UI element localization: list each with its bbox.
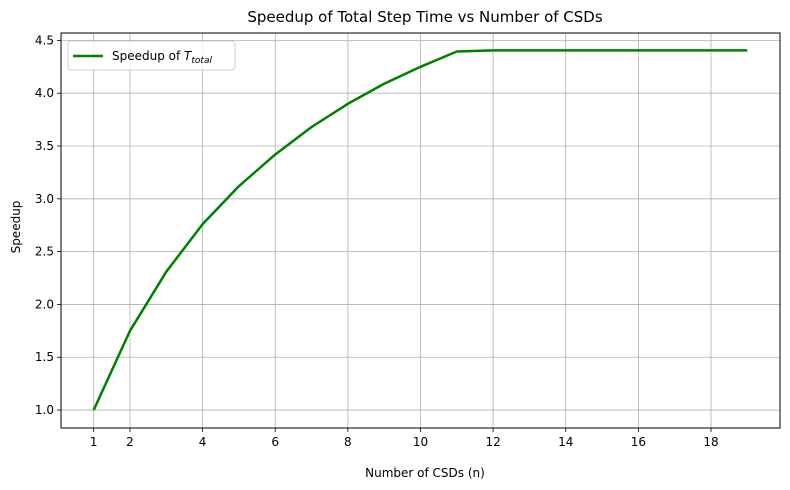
y-tick-label: 3.5 bbox=[35, 139, 54, 153]
legend-label-math-base: T bbox=[184, 49, 193, 63]
x-tick-label: 10 bbox=[413, 435, 428, 449]
x-tick-label: 8 bbox=[344, 435, 352, 449]
y-tick-label: 1.5 bbox=[35, 350, 54, 364]
x-tick-label: 18 bbox=[703, 435, 718, 449]
y-tick-label: 2.5 bbox=[35, 245, 54, 259]
y-axis: 1.0 1.5 2.0 2.5 3.0 3.5 4.0 4.5 bbox=[35, 33, 61, 417]
x-tick-label: 14 bbox=[558, 435, 573, 449]
x-tick-label: 16 bbox=[631, 435, 646, 449]
y-tick-label: 4.5 bbox=[35, 33, 54, 47]
legend: Speedup of Ttotal bbox=[67, 40, 236, 71]
legend-label-text: Speedup of bbox=[112, 49, 184, 63]
y-tick-label: 2.0 bbox=[35, 297, 54, 311]
x-tick-label: 4 bbox=[199, 435, 207, 449]
series-line bbox=[92, 49, 748, 411]
series-layer bbox=[92, 49, 748, 411]
legend-label: Speedup of Ttotal bbox=[112, 49, 212, 66]
y-axis-label: Speedup bbox=[9, 201, 23, 254]
chart-title: Speedup of Total Step Time vs Number of … bbox=[247, 8, 602, 26]
x-axis-label: Number of CSDs (n) bbox=[365, 466, 485, 480]
x-axis: 1 2 4 6 8 10 12 14 16 18 bbox=[90, 428, 719, 449]
y-tick-label: 3.0 bbox=[35, 192, 54, 206]
x-tick-label: 6 bbox=[271, 435, 279, 449]
y-tick-label: 4.0 bbox=[35, 86, 54, 100]
legend-box bbox=[67, 40, 236, 71]
legend-label-math-sub: total bbox=[191, 56, 212, 66]
x-tick-label: 2 bbox=[126, 435, 134, 449]
grid bbox=[61, 33, 780, 428]
y-tick-label: 1.0 bbox=[35, 403, 54, 417]
x-tick-label: 1 bbox=[90, 435, 98, 449]
x-tick-label: 12 bbox=[485, 435, 500, 449]
